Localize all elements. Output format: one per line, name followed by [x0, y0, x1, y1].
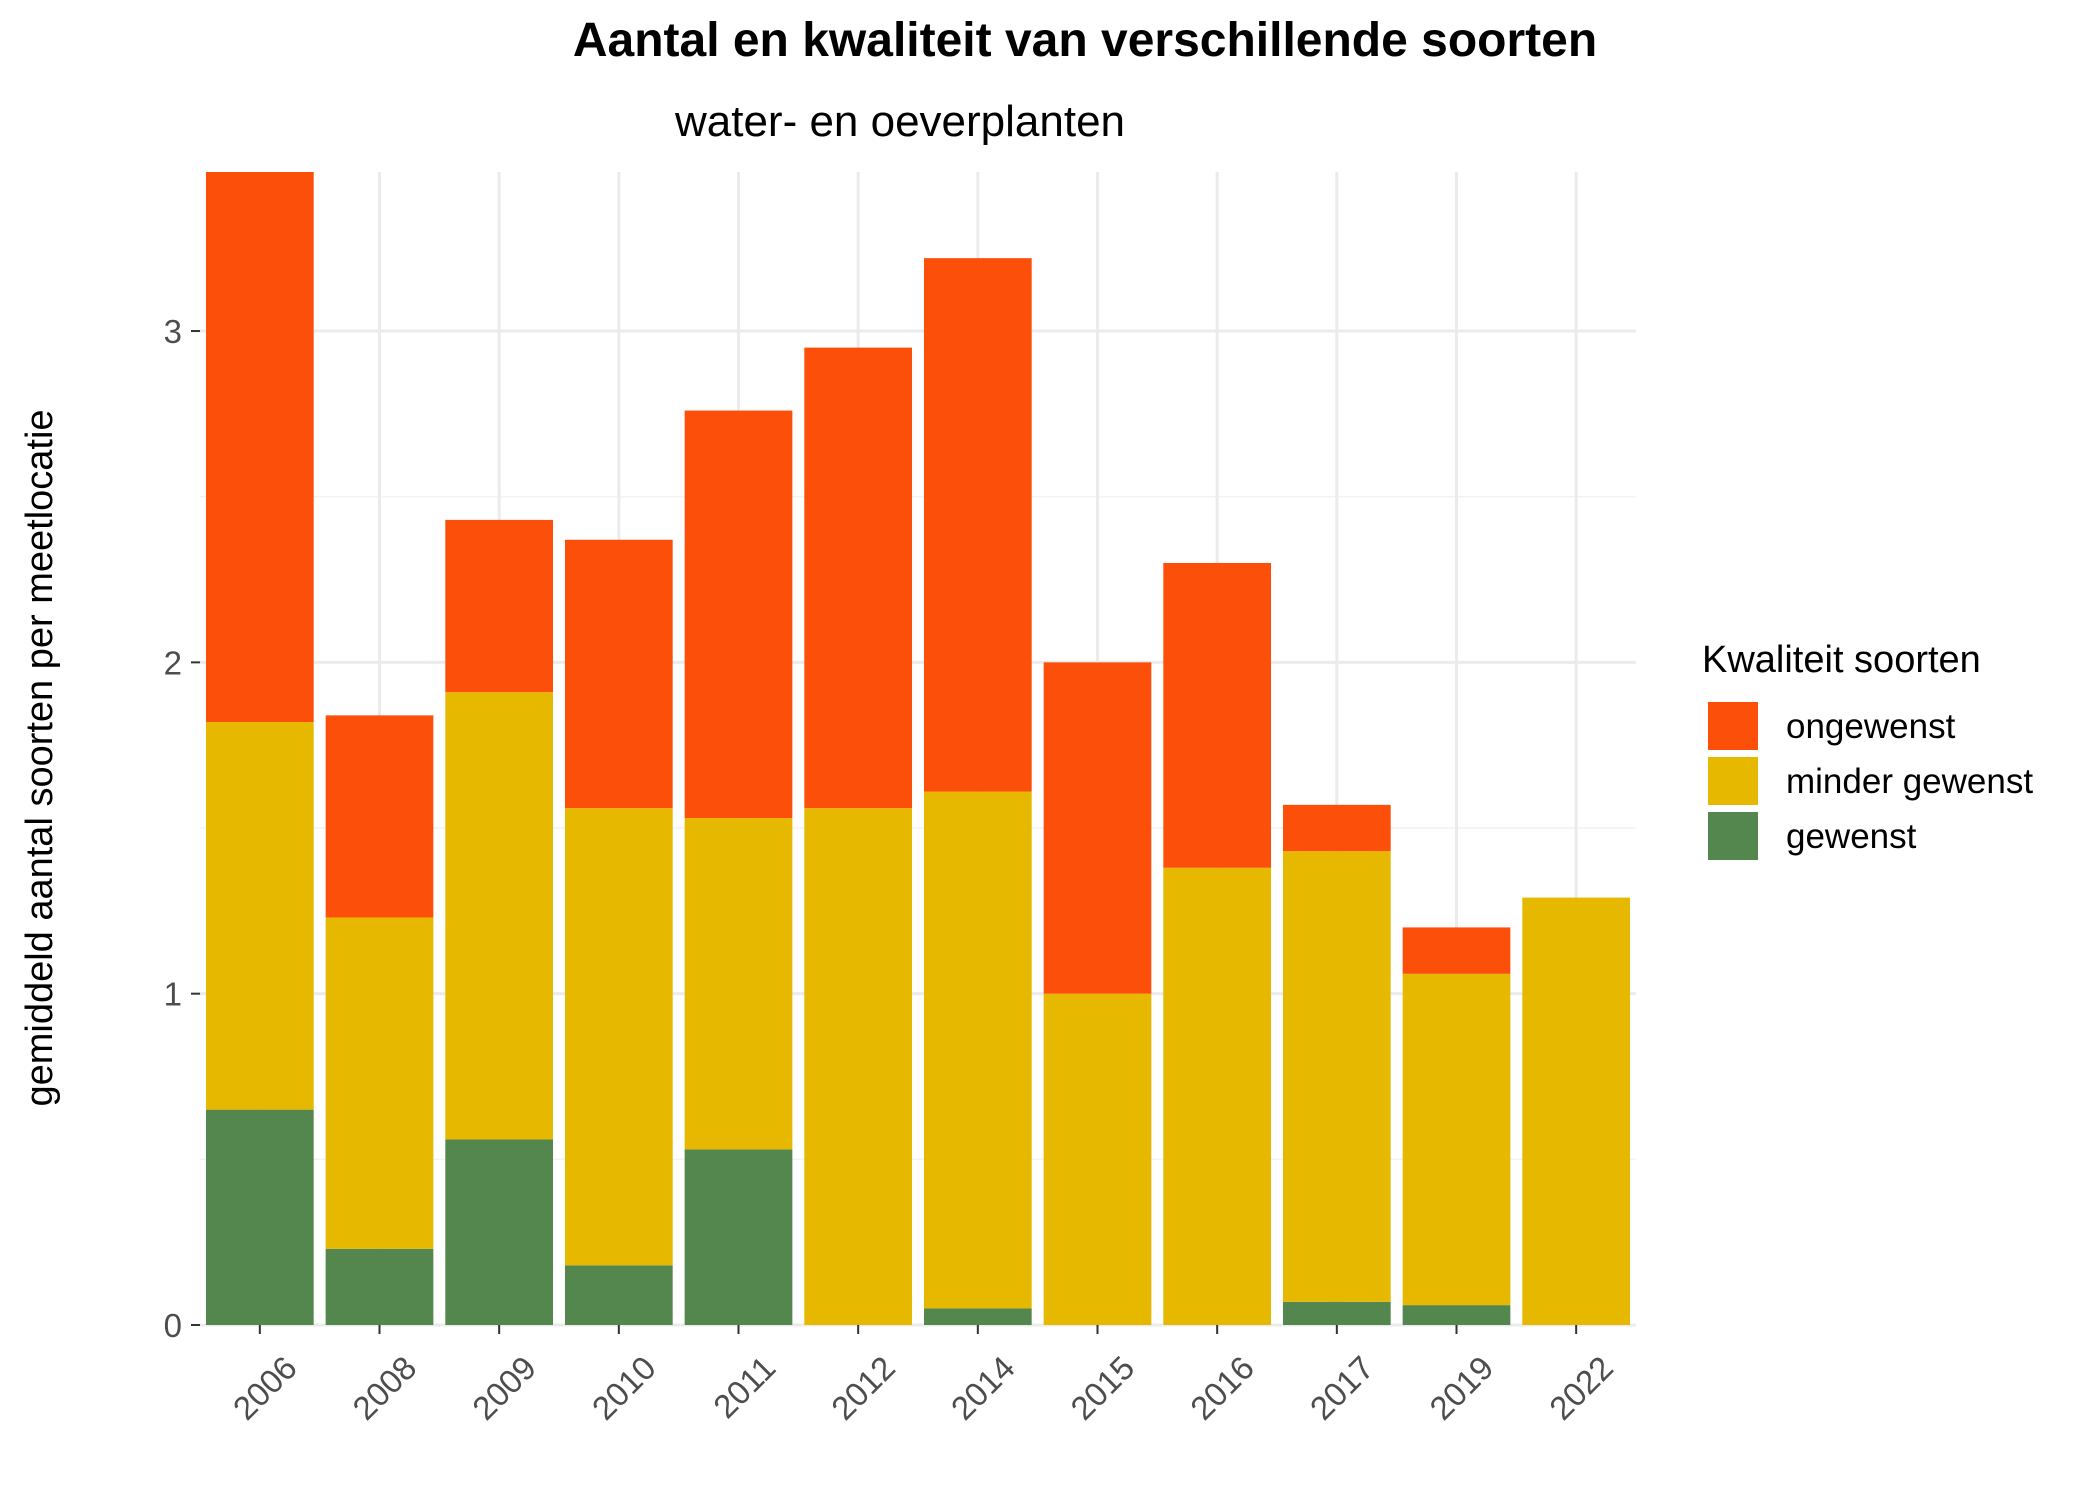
legend-label-ongewenst: ongewenst: [1786, 707, 1956, 746]
legend-label-gewenst: gewenst: [1786, 817, 1917, 856]
x-tick-label-2006: 2006: [226, 1349, 304, 1427]
bar-gewenst-2014: [923, 1308, 1032, 1325]
x-tick-label-2008: 2008: [345, 1349, 423, 1427]
x-tick-label-2014: 2014: [944, 1349, 1022, 1427]
bar-ongewenst-2015: [1043, 662, 1152, 994]
bar-minder-gewenst-2022: [1522, 897, 1631, 1325]
legend-label-minder-gewenst: minder gewenst: [1786, 762, 2033, 801]
bar-ongewenst-2019: [1402, 927, 1511, 974]
x-tick-label-2011: 2011: [706, 1349, 782, 1425]
bar-ongewenst-2010: [564, 539, 673, 809]
bar-minder-gewenst-2019: [1402, 973, 1511, 1306]
bar-minder-gewenst-2010: [564, 808, 673, 1266]
bar-minder-gewenst-2012: [804, 808, 913, 1325]
bar-ongewenst-2006: [205, 172, 314, 722]
bar-ongewenst-2009: [445, 519, 554, 693]
x-tick-label-2017: 2017: [1303, 1349, 1381, 1427]
bar-minder-gewenst-2009: [445, 692, 554, 1140]
x-tick-label-2012: 2012: [824, 1349, 902, 1427]
bar-gewenst-2017: [1282, 1301, 1391, 1325]
x-tick-label-2019: 2019: [1422, 1349, 1500, 1427]
bar-gewenst-2019: [1402, 1305, 1511, 1325]
x-axis: 2006 2008 2009 2010 2011 2012 2014 2015 2016 2017…: [226, 1325, 1620, 1427]
y-tick-label: 2: [164, 644, 182, 681]
y-axis: 0 1 2 3: [164, 313, 200, 1344]
bar-gewenst-2008: [325, 1248, 434, 1325]
bar-minder-gewenst-2011: [684, 818, 793, 1150]
bar-gewenst-2011: [684, 1149, 793, 1325]
bar-gewenst-2009: [445, 1139, 554, 1325]
bar-gewenst-2010: [564, 1265, 673, 1325]
legend: Kwaliteit soorten ongewenst minder gewens…: [1702, 639, 2033, 860]
bar-minder-gewenst-2017: [1282, 851, 1391, 1302]
bar-minder-gewenst-2006: [205, 721, 314, 1110]
x-tick-label-2009: 2009: [465, 1349, 543, 1427]
bar-gewenst-2006: [205, 1109, 314, 1325]
x-tick-label-2010: 2010: [585, 1349, 663, 1427]
chart-subtitle: water- en oeverplanten: [674, 97, 1125, 146]
legend-swatch-minder-gewenst: [1708, 757, 1758, 805]
x-tick-label-2022: 2022: [1542, 1349, 1620, 1427]
bar-ongewenst-2011: [684, 410, 793, 819]
legend-items: ongewenst minder gewenst gewenst: [1708, 702, 2033, 860]
bar-ongewenst-2012: [804, 347, 913, 809]
bar-minder-gewenst-2016: [1163, 867, 1272, 1325]
bars: [205, 172, 1631, 1325]
y-tick-label: 0: [164, 1307, 182, 1344]
chart-title: Aantal en kwaliteit van verschillende so…: [573, 14, 1597, 67]
x-tick-label-2016: 2016: [1183, 1349, 1261, 1427]
bar-ongewenst-2014: [923, 258, 1032, 792]
y-tick-label: 1: [164, 976, 182, 1013]
bar-ongewenst-2008: [325, 715, 434, 918]
y-axis-title: gemiddeld aantal soorten per meetlocatie: [19, 409, 61, 1106]
y-tick-label: 3: [164, 313, 182, 350]
bar-minder-gewenst-2008: [325, 917, 434, 1249]
bar-ongewenst-2016: [1163, 562, 1272, 868]
bar-minder-gewenst-2014: [923, 791, 1032, 1309]
legend-title: Kwaliteit soorten: [1702, 639, 1981, 681]
legend-swatch-gewenst: [1708, 812, 1758, 860]
bar-minder-gewenst-2015: [1043, 993, 1152, 1325]
legend-swatch-ongewenst: [1708, 702, 1758, 750]
bar-ongewenst-2017: [1282, 804, 1391, 852]
x-tick-label-2015: 2015: [1063, 1349, 1141, 1427]
